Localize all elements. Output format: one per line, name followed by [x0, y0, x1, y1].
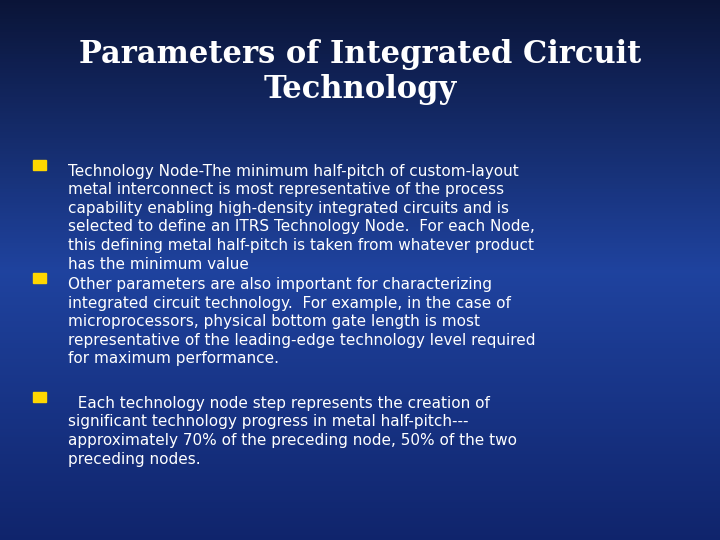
Bar [33, 273, 46, 283]
Text: Technology Node-The minimum half-pitch of custom-layout
metal interconnect is mo: Technology Node-The minimum half-pitch o… [68, 164, 535, 272]
Text: Each technology node step represents the creation of
significant technology prog: Each technology node step represents the… [68, 396, 518, 467]
Text: Technology: Technology [264, 73, 456, 105]
Bar [33, 392, 46, 402]
Text: Parameters of Integrated Circuit: Parameters of Integrated Circuit [79, 38, 641, 70]
Bar [33, 160, 46, 170]
Text: Other parameters are also important for characterizing
integrated circuit techno: Other parameters are also important for … [68, 277, 536, 367]
